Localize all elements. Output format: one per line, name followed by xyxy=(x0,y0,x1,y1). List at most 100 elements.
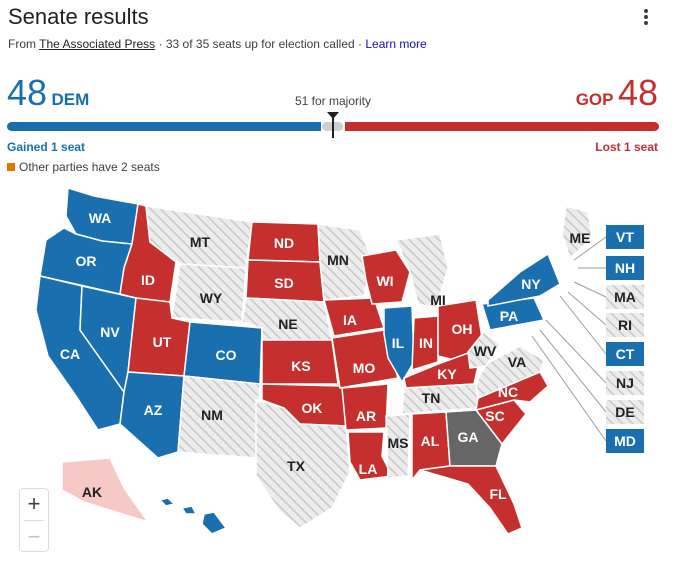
separator: · xyxy=(358,37,363,51)
state-mi[interactable] xyxy=(394,233,449,309)
state-label-ks: KS xyxy=(291,358,310,374)
state-label-wa: WA xyxy=(89,210,112,226)
state-box-ct[interactable] xyxy=(606,342,644,366)
page-title: Senate results xyxy=(8,4,149,29)
state-label-nm: NM xyxy=(201,407,223,423)
dem-count-number: 48 xyxy=(7,72,48,113)
state-label-ny: NY xyxy=(521,276,541,292)
dem-label: DEM xyxy=(51,90,90,109)
state-fl[interactable] xyxy=(419,465,523,535)
state-label-az: AZ xyxy=(144,402,163,418)
connector-vt xyxy=(573,236,607,261)
dem-change: Gained 1 seat xyxy=(7,140,86,154)
connector-md xyxy=(531,335,607,442)
state-label-wi: WI xyxy=(376,273,393,289)
state-il[interactable] xyxy=(383,305,415,384)
state-box-ri[interactable] xyxy=(606,313,644,337)
state-in[interactable] xyxy=(411,315,439,372)
gop-count-number: 48 xyxy=(617,72,658,113)
majority-marker-icon xyxy=(327,112,339,119)
state-label-il: IL xyxy=(392,335,405,351)
state-box-ma[interactable] xyxy=(606,285,644,309)
state-me[interactable] xyxy=(561,205,593,260)
state-label-la: LA xyxy=(359,461,378,477)
state-ak[interactable] xyxy=(61,457,150,524)
state-label-ga: GA xyxy=(458,429,479,445)
dem-seat-count: 48 DEM xyxy=(7,72,89,114)
state-hi[interactable] xyxy=(158,497,228,535)
zoom-controls: + − xyxy=(19,488,49,552)
state-label-nv: NV xyxy=(100,324,120,340)
state-label-me: ME xyxy=(570,230,591,246)
state-label-vt: VT xyxy=(616,229,634,245)
state-ks[interactable] xyxy=(261,339,339,385)
state-label-oh: OH xyxy=(452,321,473,337)
state-label-ct: CT xyxy=(616,346,635,362)
state-label-nc: NC xyxy=(498,384,518,400)
gop-change: Lost 1 seat xyxy=(595,140,658,154)
state-label-nj: NJ xyxy=(616,375,634,391)
state-label-de: DE xyxy=(615,404,634,420)
state-label-ia: IA xyxy=(343,312,357,328)
state-label-pa: PA xyxy=(500,308,518,324)
state-tx[interactable] xyxy=(255,399,351,529)
state-label-fl: FL xyxy=(489,486,507,502)
state-label-mi: MI xyxy=(430,292,446,308)
state-label-ne: NE xyxy=(278,316,297,332)
source-link[interactable]: The Associated Press xyxy=(39,37,156,51)
zoom-out-button[interactable]: − xyxy=(27,524,41,549)
state-label-ky: KY xyxy=(437,366,457,382)
state-label-sd: SD xyxy=(274,275,293,291)
state-label-ak: AK xyxy=(82,484,102,500)
state-label-ca: CA xyxy=(60,346,80,362)
more-options-icon[interactable] xyxy=(636,6,656,28)
source-line: From The Associated Press · 33 of 35 sea… xyxy=(8,37,427,51)
zoom-in-button[interactable]: + xyxy=(27,491,41,516)
connector-ma xyxy=(573,281,607,298)
state-label-or: OR xyxy=(76,253,97,269)
state-label-tx: TX xyxy=(287,458,306,474)
state-label-nd: ND xyxy=(274,235,294,251)
zoom-divider xyxy=(24,520,44,521)
state-label-ms: MS xyxy=(388,435,409,451)
state-box-md[interactable] xyxy=(606,429,644,453)
state-ga[interactable] xyxy=(445,409,503,467)
connector-ri xyxy=(567,291,607,326)
state-box-nj[interactable] xyxy=(606,371,644,395)
state-label-ma: MA xyxy=(614,289,636,305)
gop-label: GOP xyxy=(575,90,614,109)
state-label-ar: AR xyxy=(356,408,376,424)
state-label-ut: UT xyxy=(153,334,172,350)
state-box-vt[interactable] xyxy=(606,225,644,249)
majority-line xyxy=(332,118,334,138)
state-label-wv: WV xyxy=(474,343,497,359)
state-label-sc: SC xyxy=(485,408,504,424)
state-label-hi: HI xyxy=(180,526,194,542)
state-ms[interactable] xyxy=(385,413,411,479)
other-parties-text: Other parties have 2 seats xyxy=(19,160,160,174)
connector-nj xyxy=(545,319,607,384)
state-box-nh[interactable] xyxy=(606,256,644,280)
state-wy[interactable] xyxy=(171,263,247,323)
majority-label: 51 for majority xyxy=(294,94,372,108)
learn-more-link[interactable]: Learn more xyxy=(365,37,427,51)
state-box-de[interactable] xyxy=(606,400,644,424)
state-wi[interactable] xyxy=(361,249,411,305)
connector-de xyxy=(539,329,607,413)
state-label-ri: RI xyxy=(618,317,632,333)
state-label-wy: WY xyxy=(200,290,223,306)
state-label-md: MD xyxy=(614,433,636,449)
state-label-al: AL xyxy=(421,433,440,449)
state-label-va: VA xyxy=(508,354,526,370)
gop-seat-bar xyxy=(345,122,659,131)
state-wv[interactable] xyxy=(467,330,502,369)
state-label-co: CO xyxy=(216,347,237,363)
state-label-id: ID xyxy=(141,272,155,288)
state-label-mt: MT xyxy=(190,234,211,250)
gop-seat-count: GOP 48 xyxy=(576,72,658,114)
state-mn[interactable] xyxy=(317,223,373,301)
state-ny[interactable] xyxy=(487,252,561,307)
state-mo[interactable] xyxy=(331,329,399,389)
dem-seat-bar xyxy=(7,122,321,131)
